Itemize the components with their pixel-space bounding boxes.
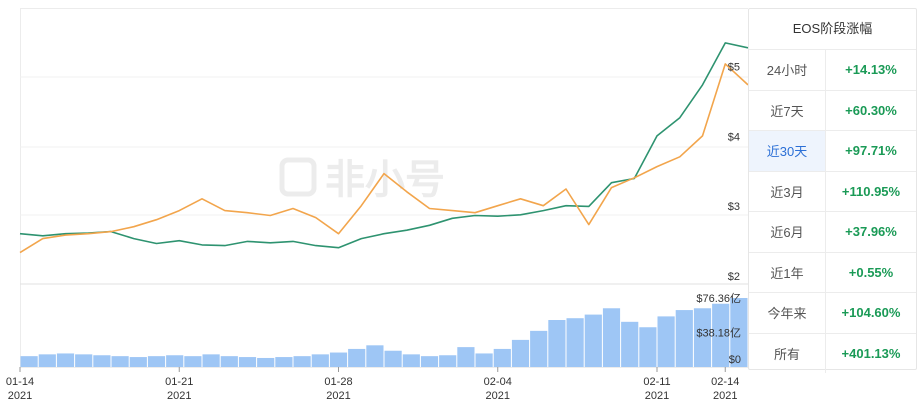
period-row[interactable]: 24小时 +14.13% <box>749 50 916 91</box>
volume-bar <box>293 356 311 367</box>
volume-bar <box>93 355 111 367</box>
volume-bar <box>20 356 38 367</box>
chart-frame <box>20 8 748 368</box>
series-lines <box>19 42 748 254</box>
volume-bar <box>329 352 348 367</box>
volume-bar <box>184 356 202 367</box>
period-row[interactable]: 近3月 +110.95% <box>749 171 916 212</box>
volume-bar <box>56 353 75 367</box>
period-row[interactable]: 所有 +401.13% <box>749 333 916 373</box>
period-label[interactable]: 近6月 <box>749 212 826 252</box>
volume-bar <box>111 356 129 367</box>
volume-bar <box>584 314 602 367</box>
volume-bar <box>366 345 384 367</box>
volume-bar <box>602 308 621 367</box>
volume-bar <box>220 356 238 367</box>
volume-bar <box>693 308 712 367</box>
period-label[interactable]: 24小时 <box>749 50 826 90</box>
volume-bar <box>420 356 439 367</box>
period-change-value: +60.30% <box>845 102 897 118</box>
price-tick-label: $5 <box>728 61 740 73</box>
volume-bar <box>402 354 420 367</box>
period-change-value: +97.71% <box>845 143 897 159</box>
date-tick-label: 01-14 <box>6 376 34 388</box>
period-change-value: +401.13% <box>841 345 901 361</box>
period-row-active[interactable]: 近30天 +97.71% <box>749 131 916 172</box>
period-change-value: +104.60% <box>841 305 901 321</box>
volume-bar <box>166 355 184 367</box>
period-label[interactable]: 近3月 <box>749 171 826 211</box>
date-tick-year: 2021 <box>8 390 32 402</box>
date-tick-label: 01-28 <box>324 376 352 388</box>
date-axis: 01-14 2021 01-21 2021 01-28 2021 02-04 2021 02-1… <box>6 367 739 402</box>
date-tick-year: 2021 <box>645 390 669 402</box>
date-tick-year: 2021 <box>326 390 350 402</box>
period-change-panel: EOS阶段涨幅 24小时 +14.13% 近7天 +60.30% 近30天 +97.7… <box>748 8 917 373</box>
price-tick-label: $2 <box>728 271 740 283</box>
date-tick-year: 2021 <box>713 390 737 402</box>
date-tick-label: 02-11 <box>643 376 670 388</box>
volume-bar <box>639 327 657 367</box>
period-label[interactable]: 近7天 <box>749 90 826 130</box>
volume-bar <box>621 321 639 367</box>
period-change-value: +37.96% <box>845 224 897 240</box>
volume-tick-label: $76.36亿 <box>696 292 741 305</box>
volume-bar <box>530 330 548 367</box>
volume-bar <box>311 354 329 367</box>
price-axis: $2 $3 $4 $5 <box>728 61 740 283</box>
volume-bar <box>257 357 275 367</box>
period-row[interactable]: 近1年 +0.55% <box>749 252 916 293</box>
volume-bar <box>439 355 457 367</box>
volume-tick-label: $0 <box>729 354 741 366</box>
volume-bar <box>675 310 693 367</box>
volume-bar <box>548 320 566 367</box>
price-tick-label: $4 <box>728 131 740 143</box>
period-change-value: +14.13% <box>845 62 897 78</box>
volume-bar <box>457 347 475 367</box>
volume-bar <box>730 298 748 367</box>
volume-bar <box>129 357 147 367</box>
volume-bar <box>348 348 366 367</box>
volume-bar <box>493 348 511 367</box>
watermark: 非小号 <box>279 157 445 202</box>
period-label[interactable]: 所有 <box>749 333 826 373</box>
date-tick-label: 02-14 <box>711 376 739 388</box>
date-tick-label: 02-04 <box>484 376 512 388</box>
volume-bar <box>75 354 93 367</box>
volume-tick-label: $38.18亿 <box>696 327 741 340</box>
period-row[interactable]: 近6月 +37.96% <box>749 212 916 253</box>
date-tick-label: 01-21 <box>165 376 193 388</box>
date-tick-year: 2021 <box>167 390 191 402</box>
volume-bar <box>657 316 675 367</box>
watermark-logo-icon <box>279 157 317 197</box>
price-tick-label: $3 <box>728 201 740 213</box>
period-label[interactable]: 近30天 <box>749 131 826 171</box>
volume-bar <box>475 353 493 367</box>
volume-bar <box>384 350 402 367</box>
volume-bar <box>238 357 257 367</box>
watermark-text: 非小号 <box>325 158 445 202</box>
period-label[interactable]: 今年来 <box>749 293 826 333</box>
date-tick-year: 2021 <box>486 390 510 402</box>
volume-bar <box>566 318 584 367</box>
period-change-value: +110.95% <box>841 183 901 199</box>
price-chart: 非小号 $2$3$4$5 $76.36亿$38.18亿$0 01-1420210… <box>6 8 748 402</box>
volume-bars <box>20 298 748 367</box>
series-line-2 <box>19 63 748 254</box>
series-line-1 <box>19 42 748 249</box>
volume-axis: $76.36亿 $38.18亿 $0 <box>696 292 741 366</box>
volume-bar <box>712 303 730 367</box>
period-change-value: +0.55% <box>848 264 894 280</box>
period-row[interactable]: 今年来 +104.60% <box>749 293 916 334</box>
volume-bar <box>275 357 293 367</box>
volume-bar <box>511 339 530 367</box>
volume-bar <box>38 354 56 367</box>
volume-bar <box>147 356 166 367</box>
volume-bar <box>202 354 220 367</box>
period-label[interactable]: 近1年 <box>749 252 826 292</box>
period-row[interactable]: 近7天 +60.30% <box>749 90 916 131</box>
panel-title: EOS阶段涨幅 <box>749 9 916 50</box>
